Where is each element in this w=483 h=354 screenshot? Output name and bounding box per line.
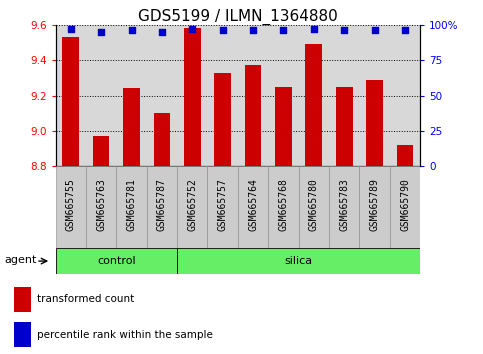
Bar [56,166,86,248]
Bar [62,37,79,166]
Bar [177,248,420,274]
Text: percentile rank within the sample: percentile rank within the sample [38,330,213,340]
Text: control: control [97,256,136,266]
Title: GDS5199 / ILMN_1364880: GDS5199 / ILMN_1364880 [138,8,338,25]
Text: GSM665781: GSM665781 [127,179,137,232]
Bar [208,166,238,248]
Text: GSM665755: GSM665755 [66,179,76,232]
Text: silica: silica [284,256,313,266]
Bar [14,322,30,347]
Bar [268,166,298,248]
Bar [56,248,177,274]
Point [188,26,196,32]
Bar [329,166,359,248]
Text: GSM665790: GSM665790 [400,179,410,232]
Point [310,26,318,32]
Point [341,28,348,33]
Bar [275,87,292,166]
Point [249,28,257,33]
Point [158,29,166,35]
Point [371,28,379,33]
Bar [116,166,147,248]
Bar [123,88,140,166]
Bar [336,87,353,166]
Point [128,28,135,33]
Text: agent: agent [4,255,37,265]
Text: GSM665757: GSM665757 [218,179,227,232]
Bar [245,65,261,166]
Text: GSM665787: GSM665787 [157,179,167,232]
Bar [154,113,170,166]
Point [67,26,74,32]
Point [401,28,409,33]
Text: transformed count: transformed count [38,295,135,304]
Point [219,28,227,33]
Bar [298,166,329,248]
Bar [177,166,208,248]
Bar [390,166,420,248]
Text: GSM665768: GSM665768 [279,179,288,232]
Text: GSM665783: GSM665783 [339,179,349,232]
Text: GSM665780: GSM665780 [309,179,319,232]
Text: GSM665752: GSM665752 [187,179,197,232]
Text: GSM665764: GSM665764 [248,179,258,232]
Bar [14,287,30,312]
Text: GSM665763: GSM665763 [96,179,106,232]
Text: GSM665789: GSM665789 [369,179,380,232]
Bar [86,166,116,248]
Bar [305,44,322,166]
Bar [147,166,177,248]
Bar [184,28,200,166]
Bar [238,166,268,248]
Bar [366,80,383,166]
Point [97,29,105,35]
Point [280,28,287,33]
Bar [397,145,413,166]
Bar [359,166,390,248]
Bar [93,136,110,166]
Bar [214,73,231,166]
